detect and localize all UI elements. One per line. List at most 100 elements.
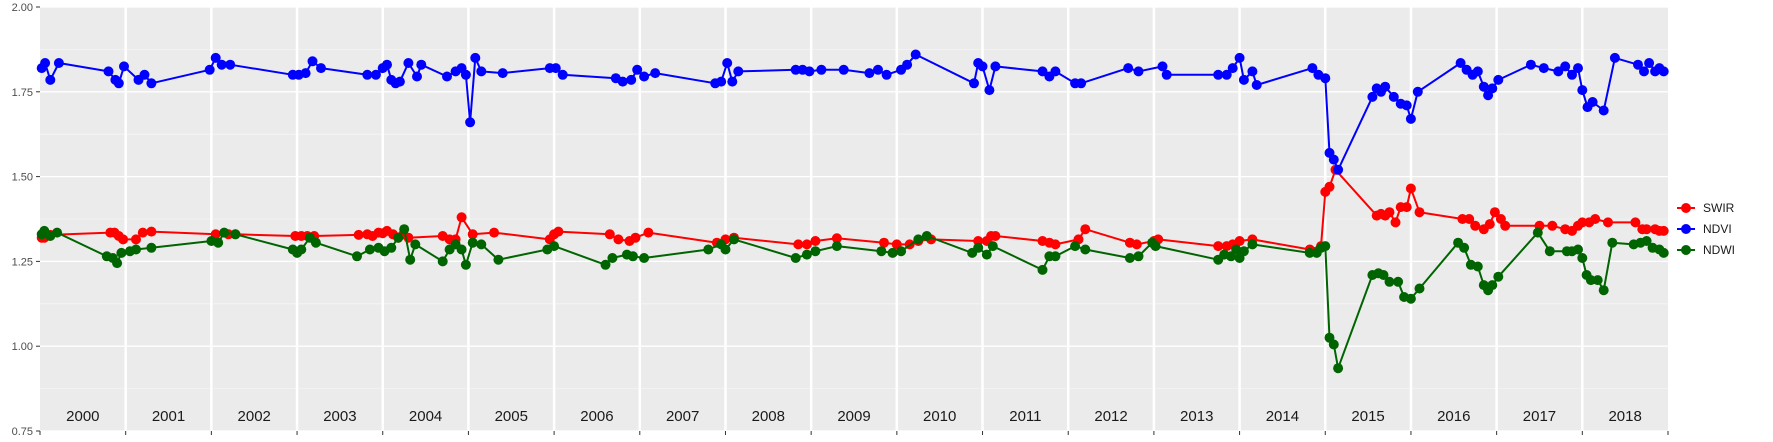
year-label: 2008: [752, 408, 785, 425]
data-point: [1577, 217, 1588, 228]
data-point: [639, 253, 650, 263]
data-point: [801, 239, 812, 250]
data-point: [1405, 293, 1416, 304]
data-point: [1455, 58, 1466, 68]
data-point: [213, 237, 224, 248]
data-point: [204, 64, 215, 75]
data-point: [116, 247, 127, 258]
data-point: [1472, 261, 1483, 272]
data-point: [600, 259, 611, 270]
data-point: [1405, 113, 1416, 124]
data-point: [1380, 81, 1391, 92]
data-point: [139, 69, 150, 80]
data-point: [1378, 270, 1389, 280]
data-point: [1598, 285, 1609, 296]
y-tick-label: 1.00: [12, 341, 33, 353]
data-point: [977, 61, 988, 72]
data-point: [838, 64, 849, 75]
data-point: [831, 241, 842, 252]
data-point: [1401, 100, 1412, 111]
data-point: [131, 234, 141, 245]
data-point: [1320, 241, 1331, 252]
data-point: [716, 76, 727, 87]
data-point: [40, 58, 51, 68]
data-point: [1414, 283, 1425, 294]
data-point: [1384, 207, 1395, 218]
data-point: [394, 76, 405, 87]
legend-label: NDWI: [1703, 243, 1735, 257]
data-point: [1470, 220, 1481, 231]
series-ndwi: [36, 224, 1669, 374]
data-point: [146, 242, 157, 253]
data-point: [864, 68, 875, 79]
data-point: [910, 49, 921, 60]
data-point: [1304, 247, 1315, 258]
series-ndvi: [36, 49, 1669, 175]
data-point: [470, 52, 481, 63]
data-point: [1484, 219, 1495, 230]
legend-label: SWIR: [1703, 201, 1735, 215]
data-point: [1644, 58, 1655, 68]
data-point: [1500, 220, 1511, 231]
data-point: [316, 63, 326, 74]
data-point: [617, 76, 628, 87]
data-point: [497, 68, 508, 79]
data-point: [896, 246, 907, 257]
y-tick-label: 2.00: [12, 2, 33, 14]
data-point: [630, 232, 641, 243]
data-point: [1333, 363, 1344, 374]
data-point: [1567, 69, 1577, 80]
data-series: [36, 49, 1669, 374]
data-point: [1307, 63, 1318, 74]
data-point: [1251, 80, 1262, 90]
data-point: [627, 251, 638, 262]
year-label: 2006: [580, 408, 613, 425]
data-point: [1037, 66, 1048, 77]
data-point: [1560, 61, 1571, 72]
data-point: [733, 66, 744, 77]
data-point: [1123, 63, 1134, 74]
y-tick-label: 1.50: [12, 172, 33, 184]
data-point: [550, 63, 561, 74]
data-point: [1412, 86, 1423, 97]
data-point: [1247, 66, 1258, 77]
year-label: 2007: [666, 408, 699, 425]
data-point: [613, 234, 624, 245]
data-point: [804, 66, 815, 77]
data-point: [1547, 220, 1558, 231]
data-point: [364, 244, 375, 255]
data-point: [1133, 251, 1144, 262]
data-point: [45, 74, 56, 85]
year-label: 2011: [1009, 408, 1041, 425]
data-point: [1050, 251, 1061, 262]
year-label: 2018: [1608, 408, 1641, 425]
data-point: [1333, 164, 1344, 175]
data-point: [1401, 202, 1412, 213]
data-point: [1577, 253, 1588, 263]
data-point: [119, 61, 129, 72]
data-point: [729, 234, 739, 245]
data-point: [831, 233, 842, 244]
data-point: [399, 224, 410, 235]
data-point: [403, 58, 414, 68]
data-point: [1641, 224, 1652, 235]
data-point: [876, 246, 887, 257]
data-point: [1598, 105, 1609, 116]
data-point: [1080, 224, 1091, 235]
data-point: [456, 212, 467, 223]
data-point: [639, 71, 650, 82]
data-point: [790, 253, 801, 263]
data-point: [146, 226, 157, 237]
legend-item-swir: SWIR: [1677, 201, 1735, 215]
data-point: [1234, 52, 1245, 63]
data-point: [53, 58, 64, 68]
data-point: [456, 244, 467, 255]
data-point: [1478, 81, 1489, 92]
data-point: [1472, 66, 1483, 77]
data-point: [1573, 63, 1583, 74]
data-point: [1231, 244, 1242, 255]
data-point: [902, 59, 913, 70]
data-point: [810, 236, 821, 246]
data-point: [604, 229, 615, 240]
